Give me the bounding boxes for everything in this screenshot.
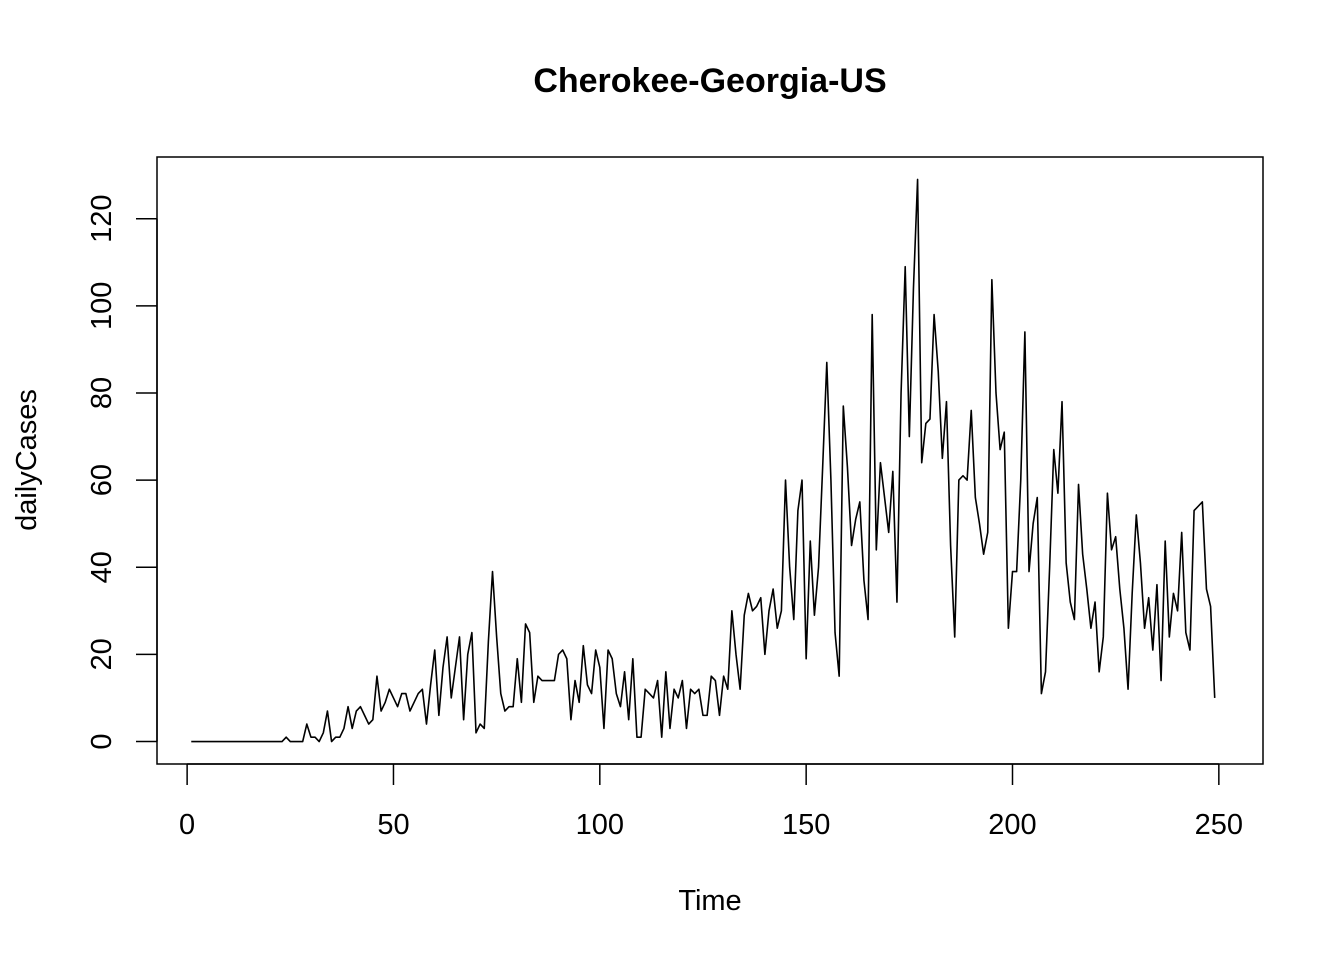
plot-frame — [156, 156, 1264, 765]
y-axis: 0 20 40 60 80 100 120 — [86, 194, 158, 750]
x-tick-label: 150 — [782, 809, 830, 841]
y-tick-label: 60 — [86, 464, 118, 496]
x-axis-label: Time — [678, 885, 741, 917]
x-tick-label: 250 — [1195, 809, 1243, 841]
y-tick-label: 20 — [86, 638, 118, 670]
x-tick-label: 0 — [179, 809, 195, 841]
y-tick-label: 0 — [86, 733, 118, 749]
y-axis-label: dailyCases — [11, 389, 43, 531]
x-tick-label: 50 — [377, 809, 409, 841]
series-line — [191, 178, 1216, 743]
chart-title: Cherokee-Georgia-US — [533, 62, 886, 100]
y-tick-label: 100 — [86, 282, 118, 330]
x-tick-label: 200 — [988, 809, 1036, 841]
y-tick-label: 80 — [86, 377, 118, 409]
y-tick-label: 120 — [86, 194, 118, 242]
x-axis: 0 50 100 150 200 250 — [179, 763, 1243, 841]
y-tick-label: 40 — [86, 551, 118, 583]
x-tick-label: 100 — [576, 809, 624, 841]
